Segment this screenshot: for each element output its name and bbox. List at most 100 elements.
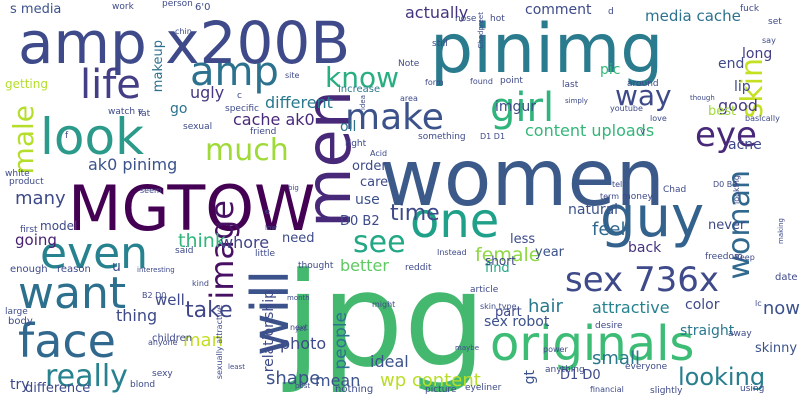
cloud-word-color: color — [685, 297, 720, 313]
cloud-word-found: found — [470, 77, 493, 86]
cloud-word-love: love — [650, 114, 667, 123]
cloud-word-straight: straight — [680, 323, 735, 339]
cloud-word-makeup: makeup — [151, 40, 166, 93]
cloud-word-mgtow: MGTOW — [68, 172, 316, 245]
cloud-word-s-media: s media — [10, 2, 62, 17]
cloud-word-order: order — [352, 159, 387, 174]
cloud-word-shape: shape — [266, 368, 321, 389]
cloud-word-life: life — [80, 62, 141, 108]
cloud-word-simply: simply — [565, 97, 588, 105]
cloud-word-c: c — [237, 91, 242, 101]
cloud-word-say: say — [762, 36, 776, 45]
cloud-word-gt: gt — [522, 370, 538, 385]
cloud-word-friend: friend — [250, 127, 277, 137]
cloud-word-next: next — [290, 323, 308, 332]
cloud-word-skin-type: skin type — [480, 302, 517, 311]
cloud-word-sex-robot: sex robot — [484, 314, 550, 330]
cloud-word-many: many — [15, 188, 66, 209]
cloud-word-d1-d0: D1 D0 — [560, 368, 601, 383]
cloud-word-chad: Chad — [663, 185, 687, 195]
cloud-word-want: want — [18, 268, 127, 319]
cloud-word-watch-v: watch v — [108, 107, 144, 117]
cloud-word-big: big — [288, 184, 299, 192]
cloud-word-power: power — [543, 345, 568, 354]
cloud-word-whore: whore — [220, 233, 270, 252]
cloud-word-oil: oil — [340, 119, 357, 135]
cloud-word-looking: looking — [732, 175, 741, 205]
cloud-word-might: might — [372, 300, 396, 309]
cloud-word-d0-b2: D0 B2 — [340, 214, 380, 229]
cloud-word-wp-content: wp content — [380, 370, 481, 391]
cloud-word-now: now — [762, 298, 800, 319]
cloud-word-thought: thought — [298, 261, 334, 271]
cloud-word-well: well — [155, 291, 185, 309]
cloud-word-d: d — [608, 7, 614, 17]
cloud-word-eye: eye — [695, 115, 757, 155]
cloud-word-content-uploads: content uploads — [525, 121, 655, 140]
cloud-word-make: make — [345, 97, 444, 138]
cloud-word-even: even — [40, 228, 149, 279]
cloud-word-still: still — [432, 39, 448, 49]
cloud-word-go: go — [170, 101, 188, 117]
cloud-word-anyone: anyone — [148, 338, 178, 347]
cloud-word-6-0: 6'0 — [195, 2, 211, 13]
cloud-word-said: said — [175, 246, 194, 256]
cloud-word-increase: increase — [338, 84, 381, 95]
cloud-word-v: v — [640, 127, 646, 137]
cloud-word-interesting: interesting — [137, 266, 175, 274]
cloud-word-jpg: jpg — [285, 244, 487, 396]
cloud-word-maybe: maybe — [455, 344, 480, 352]
cloud-word-financial: financial — [590, 385, 624, 394]
cloud-word-form: form — [425, 78, 444, 87]
cloud-word-photo: photo — [280, 334, 327, 353]
cloud-word-reason: reason — [57, 264, 91, 275]
cloud-word-kind: kind — [192, 279, 210, 288]
cloud-word-person: person — [162, 0, 193, 9]
cloud-word-take: take — [185, 298, 233, 323]
cloud-word-small: small — [592, 348, 640, 369]
cloud-word-b2-d0: B2 D0 — [142, 291, 167, 300]
cloud-word-d0-b0: D0 B0 — [713, 180, 738, 189]
cloud-word-nothing: nothing — [335, 384, 374, 395]
cloud-word-e: e — [265, 207, 270, 216]
cloud-word-think: think — [178, 230, 226, 252]
cloud-word-chin: chin — [175, 27, 192, 36]
cloud-word-d1-d1: D1 D1 — [480, 132, 506, 141]
cloud-word-fuck: fuck — [740, 4, 760, 14]
cloud-word-face: face — [18, 314, 116, 368]
cloud-word-lc: lc — [755, 299, 762, 308]
cloud-word-large: large — [5, 307, 28, 317]
cloud-word-relationship: relationship — [261, 290, 277, 373]
cloud-word-freedom: freedom — [705, 252, 743, 262]
cloud-word-product: product — [9, 177, 44, 187]
cloud-word-less: less — [510, 232, 536, 247]
cloud-word-children: children — [152, 333, 193, 344]
cloud-word-instead: Instead — [437, 248, 467, 257]
cloud-word-post: post — [295, 382, 311, 390]
cloud-word-end: end — [718, 56, 745, 72]
cloud-word-point: point — [500, 76, 523, 86]
cloud-word-ak0-pinimg: ak0 pinimg — [88, 155, 178, 174]
cloud-word-enough: enough — [10, 264, 48, 275]
cloud-word-natural: natural — [568, 202, 619, 218]
cloud-word-note: Note — [398, 59, 420, 69]
cloud-word-man: man — [183, 330, 223, 351]
cloud-word-around: around — [627, 79, 659, 89]
cloud-word-article: article — [470, 285, 499, 295]
cloud-word-slightly: slightly — [650, 386, 683, 396]
cloud-word-fat: fat — [138, 109, 151, 119]
cloud-word-white: white — [5, 169, 30, 179]
cloud-word-care: care — [360, 175, 389, 190]
cloud-word-picture: picture — [425, 385, 457, 395]
cloud-word-model: model — [40, 219, 78, 233]
cloud-word-comment: comment — [525, 2, 592, 18]
cloud-word-hair: hair — [528, 296, 563, 317]
cloud-word-find: find — [485, 261, 510, 276]
cloud-word-sex-736x: sex 736x — [565, 260, 719, 300]
cloud-word-least: least — [228, 363, 245, 371]
cloud-word-actually: actually — [405, 3, 469, 22]
cloud-word-date: date — [775, 272, 798, 283]
cloud-word-amp-x200b: amp x200B — [18, 9, 351, 77]
cloud-word-female: female — [475, 244, 541, 266]
cloud-word-idea: idea — [359, 95, 367, 110]
